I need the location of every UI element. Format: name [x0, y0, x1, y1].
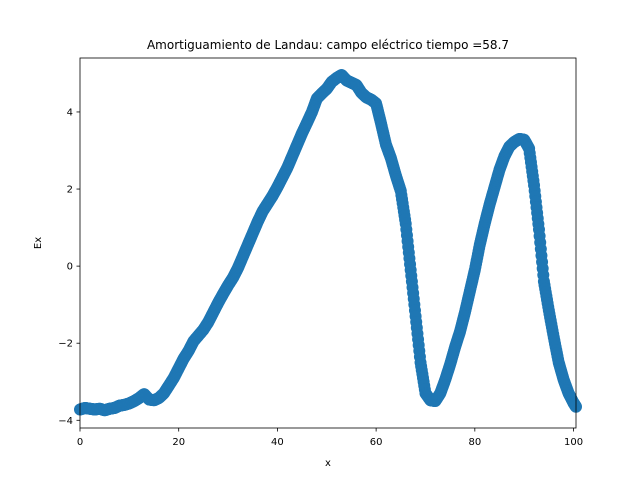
- y-axis-label: Ex: [33, 237, 44, 249]
- chart-title: Amortiguamiento de Landau: campo eléctri…: [147, 38, 509, 52]
- y-tick-label: 0: [67, 262, 73, 273]
- y-tick-label: 2: [67, 185, 73, 196]
- x-tick-label: 40: [271, 437, 284, 448]
- y-tick-label: −2: [58, 339, 73, 350]
- y-tick-label: −4: [58, 416, 73, 427]
- data-points: [74, 68, 582, 417]
- x-tick-label: 20: [172, 437, 185, 448]
- x-tick-label: 60: [370, 437, 383, 448]
- y-axis-ticks: −4 −2 0 2 4: [58, 107, 80, 427]
- x-tick-label: 100: [564, 437, 583, 448]
- x-tick-label: 80: [468, 437, 481, 448]
- x-axis-ticks: 0 20 40 60 80 100: [77, 428, 583, 448]
- x-axis-label: x: [325, 458, 331, 469]
- plot-frame: [79, 57, 577, 429]
- x-tick-label: 0: [77, 437, 83, 448]
- y-tick-label: 4: [67, 107, 73, 118]
